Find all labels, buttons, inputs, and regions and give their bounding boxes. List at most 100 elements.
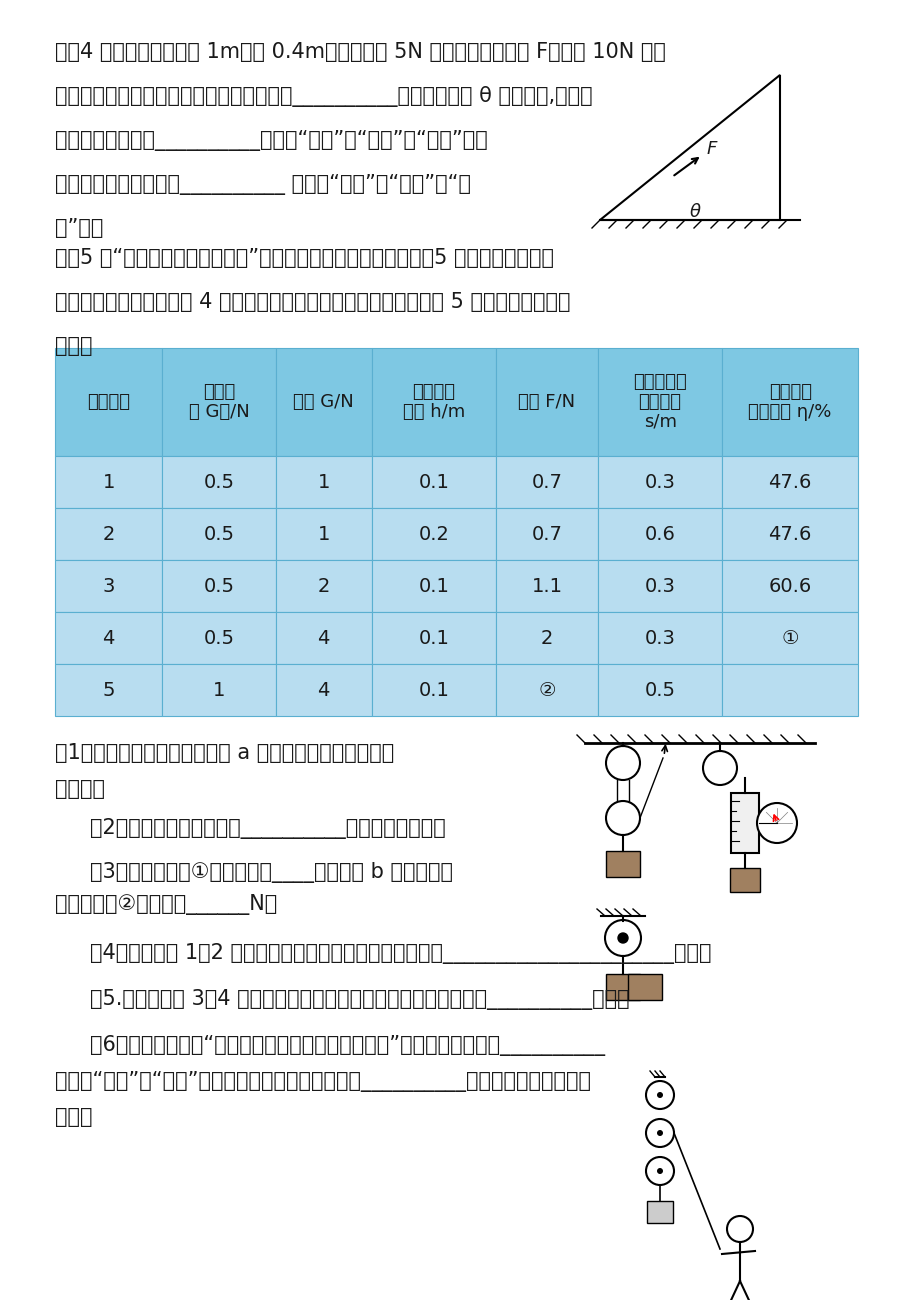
Bar <box>55 348 163 456</box>
Text: 4: 4 <box>102 628 115 647</box>
Text: 1: 1 <box>317 472 329 491</box>
Bar <box>721 612 857 664</box>
Bar <box>371 612 495 664</box>
Text: F: F <box>706 140 717 159</box>
Text: 实验次数: 实验次数 <box>87 393 130 411</box>
Text: 0.5: 0.5 <box>203 576 234 595</box>
Bar <box>495 664 597 716</box>
Text: ①: ① <box>780 628 798 647</box>
Text: 3: 3 <box>102 576 115 595</box>
Bar <box>163 560 276 612</box>
Text: 0.5: 0.5 <box>203 628 234 647</box>
Bar <box>721 508 857 560</box>
Text: 移动距离: 移动距离 <box>638 393 681 411</box>
Bar <box>163 508 276 560</box>
Circle shape <box>656 1130 663 1136</box>
Bar <box>276 664 371 716</box>
Bar <box>371 664 495 716</box>
Text: 4: 4 <box>317 680 329 699</box>
Text: 0.1: 0.1 <box>418 628 448 647</box>
Circle shape <box>618 933 628 942</box>
Bar <box>597 508 721 560</box>
Bar <box>163 348 276 456</box>
Text: 动力作用点: 动力作用点 <box>632 373 686 391</box>
Text: 机械效率 η/%: 机械效率 η/% <box>748 403 831 421</box>
Bar <box>371 560 495 612</box>
Text: 2: 2 <box>102 524 115 543</box>
Text: 断的。: 断的。 <box>55 1108 93 1127</box>
Text: 5: 5 <box>102 680 115 699</box>
Text: 如表：: 如表： <box>55 335 93 356</box>
Text: 动滑轮: 动滑轮 <box>203 384 235 400</box>
Circle shape <box>756 803 796 842</box>
Bar <box>606 852 640 878</box>
Bar <box>721 560 857 612</box>
Text: 钓码上升: 钓码上升 <box>412 384 455 400</box>
Text: 高度 h/m: 高度 h/m <box>403 403 464 421</box>
Bar <box>55 508 163 560</box>
Bar <box>276 508 371 560</box>
Text: 1: 1 <box>317 524 329 543</box>
Text: 60.6: 60.6 <box>767 576 811 595</box>
Bar <box>495 612 597 664</box>
Text: 绳方法。: 绳方法。 <box>55 779 105 800</box>
Bar <box>55 664 163 716</box>
Bar <box>597 664 721 716</box>
Text: 2: 2 <box>317 576 329 595</box>
Bar <box>495 508 597 560</box>
Bar <box>371 456 495 508</box>
Text: ②: ② <box>538 680 555 699</box>
Bar <box>597 456 721 508</box>
Text: 块从底端匀速拉到顶端，斜面的机械效率为__________；若仅使倒角 θ 逐渐增大,沿斜面: 块从底端匀速拉到顶端，斜面的机械效率为__________；若仅使倒角 θ 逐渐… <box>55 86 592 107</box>
Circle shape <box>656 1167 663 1174</box>
Bar <box>721 348 857 456</box>
Text: 物重 G/N: 物重 G/N <box>293 393 354 411</box>
Bar <box>721 664 857 716</box>
Text: s/m: s/m <box>643 413 675 432</box>
Text: 2: 2 <box>540 628 552 647</box>
Circle shape <box>605 920 641 956</box>
Text: 1: 1 <box>102 472 115 491</box>
Text: 例题5 在“探究滑轮组的机械效率”时，小明利用两组滑轮组进行了5 次测量，用一个动: 例题5 在“探究滑轮组的机械效率”时，小明利用两组滑轮组进行了5 次测量，用一个… <box>55 248 553 268</box>
Text: （3）表格中编号①处数据应为____；根据图 b 中弹簧测力: （3）表格中编号①处数据应为____；根据图 b 中弹簧测力 <box>90 862 452 883</box>
Text: 0.1: 0.1 <box>418 680 448 699</box>
Bar <box>646 1201 673 1223</box>
Text: （6）有的同学认为“机械越省力，它的机械效率越高”。你认为这句话是__________: （6）有的同学认为“机械越省力，它的机械效率越高”。你认为这句话是_______… <box>90 1035 605 1056</box>
Bar <box>55 560 163 612</box>
Text: 0.6: 0.6 <box>644 524 675 543</box>
Text: 0.7: 0.7 <box>531 472 562 491</box>
Text: （4）由表中第 1、2 组数据可知，同一滑轮组的机械效率与______________________无关。: （4）由表中第 1、2 组数据可知，同一滑轮组的机械效率与___________… <box>90 942 710 965</box>
Text: 0.5: 0.5 <box>644 680 675 699</box>
Bar <box>597 560 721 612</box>
Bar <box>163 456 276 508</box>
Text: 向上的拉力将逐渐__________（选填“增大”、“不变”或“减小”），: 向上的拉力将逐渐__________（选填“增大”、“不变”或“减小”）， <box>55 130 487 151</box>
Bar <box>55 612 163 664</box>
Text: （5.）由表中第 3、4 组数据可知，同一滑轮组的机械效率与摩擦和__________有关。: （5.）由表中第 3、4 组数据可知，同一滑轮组的机械效率与摩擦和_______… <box>90 989 629 1010</box>
Text: 动力 F/N: 动力 F/N <box>517 393 575 411</box>
Bar <box>276 612 371 664</box>
Text: 例题4 如图所示，斜面长 1m，高 0.4m，用大小为 5N 沿斜面向上的拉力 F，将重 10N 的铁: 例题4 如图所示，斜面长 1m，高 0.4m，用大小为 5N 沿斜面向上的拉力 … <box>55 42 665 62</box>
Text: 滑轮组的: 滑轮组的 <box>767 384 811 400</box>
Text: θ: θ <box>689 203 700 221</box>
Text: 0.3: 0.3 <box>644 472 675 491</box>
Bar <box>729 868 759 892</box>
Bar <box>731 793 758 853</box>
Text: 此斜面的机械效率逐渐__________ （选填“增大”、“不变”或“减: 此斜面的机械效率逐渐__________ （选填“增大”、“不变”或“减 <box>55 174 471 195</box>
Bar <box>276 560 371 612</box>
Bar <box>597 348 721 456</box>
Text: 4: 4 <box>317 628 329 647</box>
Text: 0.1: 0.1 <box>418 576 448 595</box>
Circle shape <box>645 1082 674 1109</box>
Bar <box>495 348 597 456</box>
Bar <box>276 456 371 508</box>
Circle shape <box>726 1216 752 1241</box>
Text: 47.6: 47.6 <box>767 524 811 543</box>
Text: 1.1: 1.1 <box>531 576 562 595</box>
Bar <box>597 612 721 664</box>
Text: 计可知编号②数据应为______N。: 计可知编号②数据应为______N。 <box>55 894 277 915</box>
Bar <box>163 612 276 664</box>
Text: 0.5: 0.5 <box>203 472 234 491</box>
Text: 0.7: 0.7 <box>531 524 562 543</box>
Bar <box>606 974 640 1000</box>
Bar <box>276 348 371 456</box>
